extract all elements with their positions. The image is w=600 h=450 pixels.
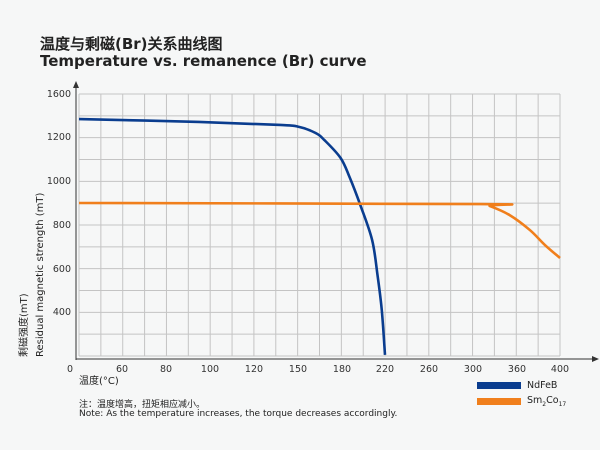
- grid: [78, 93, 561, 357]
- x-tick-label: 400: [551, 364, 569, 375]
- legend-item-smco: Sm2Co17: [477, 395, 566, 408]
- note-en: Note: As the temperature increases, the …: [79, 409, 398, 419]
- y-tick-label: 600: [53, 264, 71, 275]
- x-tick-label: 180: [333, 364, 351, 375]
- x-tick-label: 100: [201, 364, 219, 375]
- x-tick-label: 60: [116, 364, 128, 375]
- y-tick-label: 400: [53, 307, 71, 318]
- y-axis-label-cn: 剩磁强度(mT): [17, 293, 30, 357]
- y-axis-arrow: [73, 81, 79, 88]
- series-line-smco: [78, 201, 561, 259]
- x-tick-label: 80: [160, 364, 172, 375]
- tick-labels: 0 60 80 100 120 150 180 220 260 300 360 400 1600 1200…: [47, 89, 569, 375]
- x-tick-label: 120: [245, 364, 263, 375]
- x-tick-label: 360: [508, 364, 526, 375]
- legend-label-smco: Sm2Co17: [527, 395, 567, 408]
- x-axis-label: 温度(°C): [79, 374, 119, 387]
- series-lines: [78, 117, 561, 355]
- series-line-ndfeb: [78, 117, 387, 355]
- x-tick-label: 150: [289, 364, 307, 375]
- x-tick-label: 260: [420, 364, 438, 375]
- y-axis-label-en: Residual magnetic strength (mT): [35, 192, 46, 357]
- x-axis-arrow: [592, 356, 599, 362]
- y-tick-label: 1600: [47, 89, 71, 100]
- y-tick-label: 1000: [47, 176, 71, 187]
- x-tick-label: 220: [376, 364, 394, 375]
- chart-title-cn: 温度与剩磁(Br)关系曲线图: [40, 35, 223, 53]
- legend-swatch-ndfeb: [477, 382, 521, 389]
- y-tick-label: 800: [53, 220, 71, 231]
- note-cn: 注：温度增高，扭矩相应减小。: [79, 400, 206, 410]
- legend-swatch-smco: [477, 397, 521, 405]
- x-tick-label: 0: [67, 364, 73, 375]
- axes: [73, 81, 599, 362]
- legend-label-ndfeb: NdFeB: [527, 380, 558, 391]
- x-tick-label: 300: [464, 364, 482, 375]
- y-tick-label: 1200: [47, 132, 71, 143]
- legend-item-ndfeb: NdFeB: [477, 380, 557, 391]
- chart-title-en: Temperature vs. remanence (Br) curve: [40, 52, 367, 70]
